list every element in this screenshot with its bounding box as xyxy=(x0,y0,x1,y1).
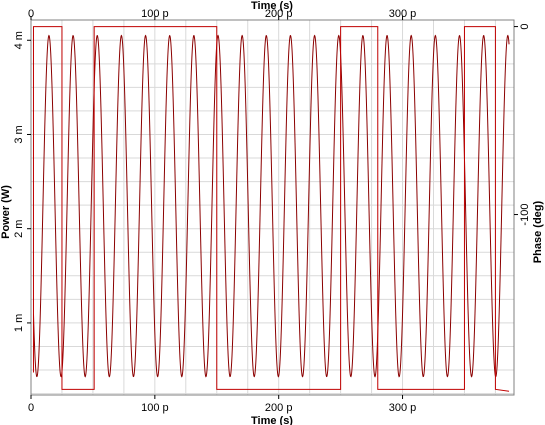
y-tick-label: 2 m xyxy=(13,220,25,238)
x-tick-label: 100 p xyxy=(141,402,169,414)
y2-axis-title: Phase (deg) xyxy=(532,200,544,263)
y-tick-label: 1 m xyxy=(13,314,25,332)
x-tick-label: 0 xyxy=(28,402,34,414)
y-axis-title: Power (W) xyxy=(0,185,12,239)
power-series-line xyxy=(32,34,510,378)
x-axis-title-top: Time (s) xyxy=(251,0,293,12)
plot-frame xyxy=(30,19,515,396)
y-tick-label: 3 m xyxy=(13,125,25,143)
y2-tick-label: 0 xyxy=(519,24,531,30)
x-tick-label-top: 100 p xyxy=(141,8,169,20)
x-tick-label-top: 200 p xyxy=(265,8,293,20)
ticks: 0 0 100 p 100 p 200 p 200 p 300 p 300 p 1 m 2 m 3 … xyxy=(13,8,531,414)
x-tick-label-top: 300 p xyxy=(389,8,417,20)
y2-tick-label: -100 xyxy=(519,204,531,226)
x-tick-label-top: 0 xyxy=(28,8,34,20)
x-tick-label: 200 p xyxy=(265,402,293,414)
phase-series-line xyxy=(32,26,510,392)
x-tick-label: 300 p xyxy=(389,402,417,414)
y-tick-label: 4 m xyxy=(13,31,25,49)
x-axis-title: Time (s) xyxy=(251,415,293,425)
series-layer xyxy=(32,26,510,392)
